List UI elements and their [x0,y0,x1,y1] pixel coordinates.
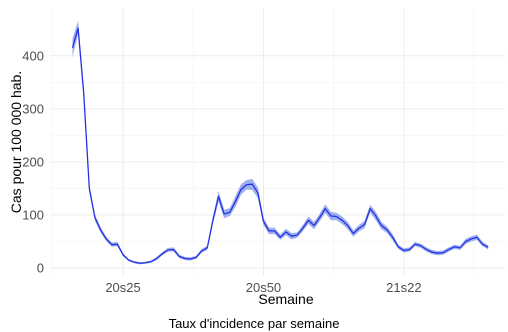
y-tick-label: 100 [22,207,44,222]
y-tick-label: 400 [22,48,44,63]
minor-gridlines [50,8,505,276]
y-tick-labels: 0 100 200 300 400 [22,48,44,275]
x-tick-label: 21s22 [386,280,421,295]
y-axis-title: Cas pour 100 000 hab. [8,71,24,213]
y-tick-label: 0 [37,261,44,276]
y-tick-label: 300 [22,101,44,116]
x-tick-labels: 20s25 20s50 21s22 [105,280,421,295]
incidence-series-line [71,27,489,264]
y-tick-label: 200 [22,154,44,169]
x-axis-title: Semaine [258,291,313,307]
major-gridlines [50,8,505,276]
chart-caption: Taux d'incidence par semaine [169,316,340,331]
x-tick-label: 20s25 [105,280,140,295]
x-tick-label: 20s50 [246,280,281,295]
